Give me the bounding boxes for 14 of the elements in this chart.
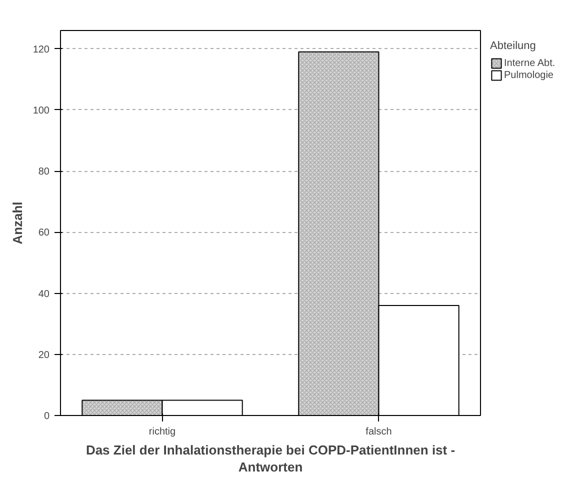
y-tick-label: 80 [38,166,50,178]
x-axis-title: Das Ziel der Inhalationstherapie bei COPD-PatientInnen ist - Antworten [86,442,456,474]
x-tick-label: richtig [148,426,176,438]
x-tick-label: falsch [366,426,392,438]
y-tick-label: 20 [38,350,50,361]
y-tick-label: 0 [44,411,50,422]
y-tick-label: 40 [38,288,50,300]
y-axis-title: Anzahl [10,202,25,244]
y-tick-label: 60 [38,228,50,239]
y-tick-label: 100 [32,105,50,116]
legend-label: Pulmologie [504,70,554,80]
y-tick-label: 120 [32,44,50,56]
legend-label: Interne Abt. [504,58,556,68]
legend-title: Abteilung [490,40,537,52]
